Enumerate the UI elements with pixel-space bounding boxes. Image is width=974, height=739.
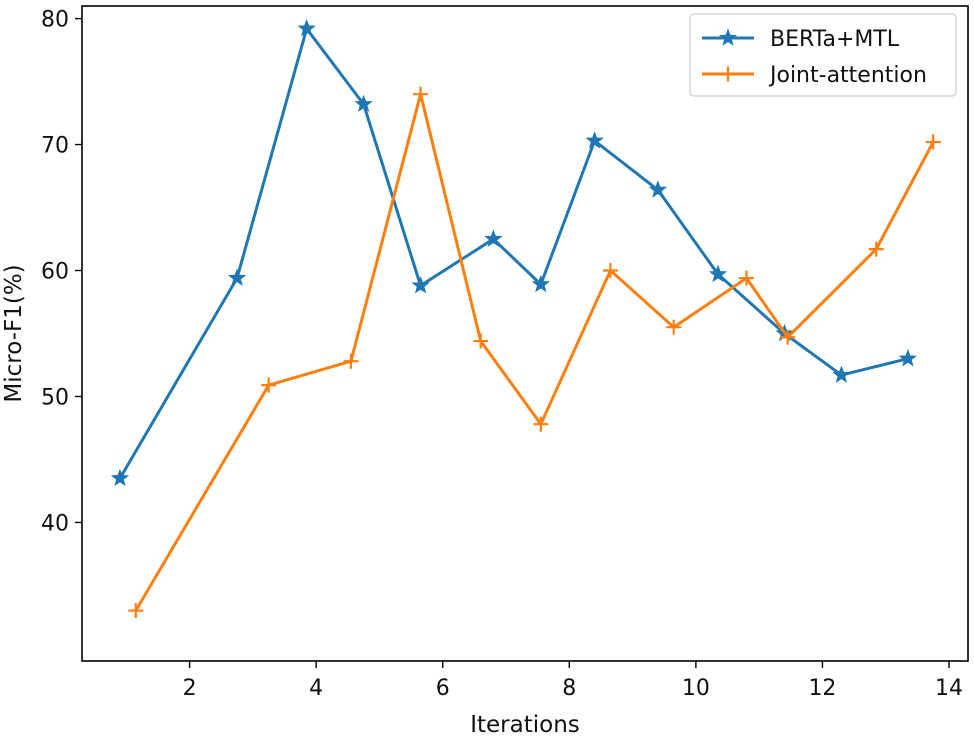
series-2 — [128, 86, 941, 619]
data-point — [343, 353, 359, 369]
data-point — [354, 94, 373, 113]
y-tick-label: 40 — [41, 511, 69, 536]
data-point — [484, 229, 503, 247]
y-axis: 40 50 60 70 80 — [41, 8, 82, 536]
legend-box — [689, 13, 957, 97]
data-point — [602, 263, 618, 279]
x-tick-label: 4 — [309, 676, 323, 701]
data-point — [411, 275, 430, 294]
data-point — [708, 264, 728, 283]
data-point — [832, 365, 851, 383]
y-tick-label: 70 — [41, 134, 69, 159]
data-point — [533, 416, 549, 432]
data-point — [739, 270, 754, 286]
legend-item: BERTa+MTL — [702, 27, 900, 52]
data-point — [473, 333, 489, 349]
x-tick-label: 2 — [183, 676, 197, 701]
series-line — [134, 92, 935, 612]
legend-marker — [718, 28, 738, 46]
x-axis-label: Iterations — [470, 712, 580, 738]
data-point — [648, 180, 668, 198]
y-axis-label: Micro-F1(%) — [1, 264, 27, 402]
data-point — [297, 19, 316, 37]
y-tick-label: 50 — [41, 385, 69, 410]
data-point — [868, 241, 884, 257]
legend-label: Joint-attention — [768, 63, 927, 88]
x-tick-label: 6 — [436, 676, 450, 701]
x-tick-label: 12 — [808, 676, 836, 701]
data-point — [925, 134, 941, 150]
data-point — [898, 349, 918, 367]
x-tick-label: 10 — [682, 676, 710, 701]
data-point — [227, 268, 247, 286]
legend-label: BERTa+MTL — [770, 27, 900, 52]
data-point — [531, 274, 550, 293]
data-point — [413, 86, 429, 102]
legend-item: Joint-attention — [702, 63, 927, 88]
data-point — [110, 468, 130, 487]
plot-area — [110, 19, 941, 619]
y-tick-label: 80 — [41, 8, 69, 33]
data-point — [666, 319, 682, 335]
x-axis: 2 4 6 8 10 12 14 — [183, 661, 963, 701]
x-tick-label: 8 — [562, 676, 576, 701]
x-tick-label: 14 — [935, 676, 963, 701]
legend: BERTa+MTL Joint-attention — [689, 13, 957, 97]
y-tick-label: 60 — [41, 260, 69, 285]
legend-marker — [720, 66, 736, 82]
data-point — [128, 603, 144, 619]
data-point — [585, 131, 604, 149]
data-point — [780, 329, 796, 345]
data-point — [261, 377, 277, 393]
axes-frame — [81, 5, 969, 662]
